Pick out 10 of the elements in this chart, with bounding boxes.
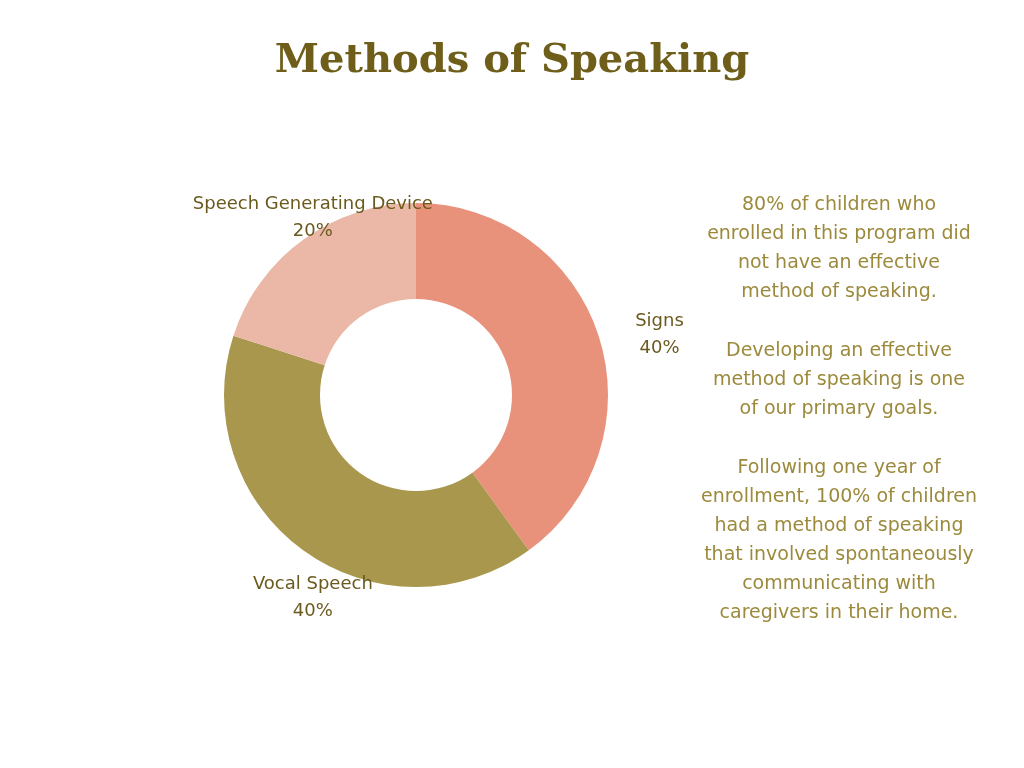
slice-label: Speech Generating Device xyxy=(192,191,433,213)
text: 80% of children who enrolled in this program did not have an effective method of speaking. xyxy=(707,192,971,301)
slice-label: Vocal Speech xyxy=(252,572,373,594)
text: Following one year of enrollment, 100% of children had a method of speaking that involved spontaneously communicating with caregivers in their home. xyxy=(700,455,978,622)
data-label: 40% xyxy=(292,599,333,621)
data-label: 40% xyxy=(639,336,680,358)
chart-title: Methods of Speaking xyxy=(274,34,750,81)
slice-label: Signs xyxy=(635,309,684,331)
data-label: 20% xyxy=(292,218,333,240)
text: Developing an effective method of speaking is one of our primary goals. xyxy=(712,338,966,418)
